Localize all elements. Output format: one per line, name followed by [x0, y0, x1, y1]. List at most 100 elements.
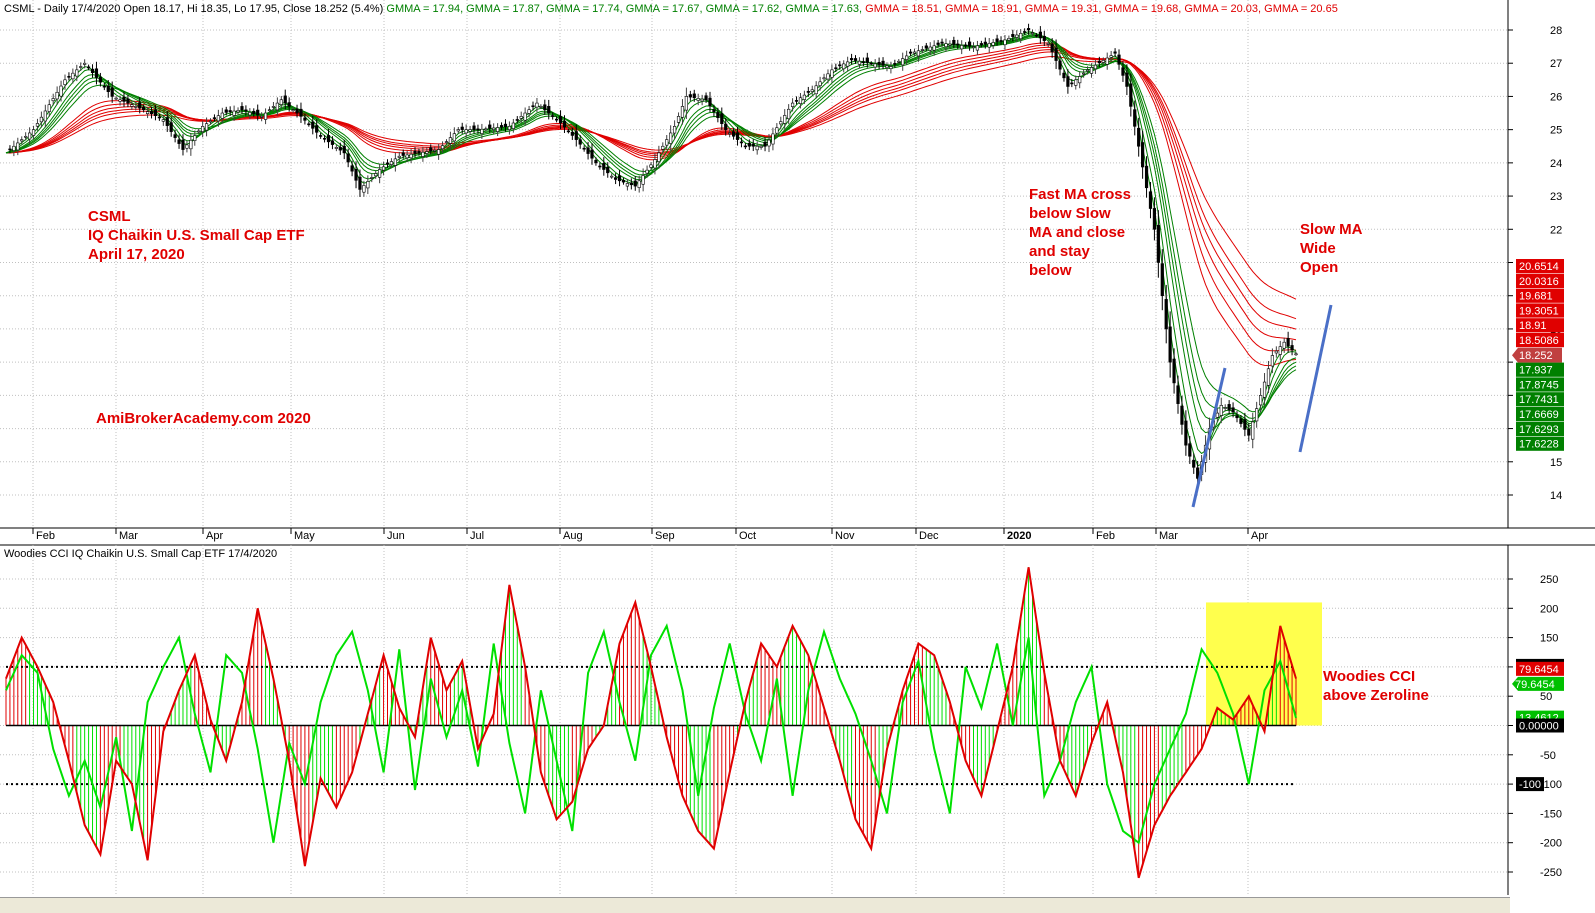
candle-body-282: [1113, 51, 1117, 54]
candle-body-313: [1235, 415, 1239, 419]
candle-body-299: [1180, 405, 1184, 425]
candle-body-15: [63, 79, 67, 85]
candle-body-128: [507, 126, 512, 130]
candle-body-55: [220, 112, 224, 119]
price-tag-bg-1: [1516, 273, 1564, 288]
candle-body-195: [771, 133, 775, 145]
price-x-tick-label-6: Aug: [563, 530, 583, 542]
candle-body-160: [633, 180, 637, 187]
price-x-tick-label-4: Jun: [387, 530, 405, 542]
candle-body-309: [1219, 405, 1223, 416]
price-x-tick-label-3: May: [294, 530, 315, 542]
candle-body-262: [1034, 34, 1039, 37]
cci-y-ticks: -250-200-150-100-50050100150200250: [1508, 574, 1562, 879]
price-pane[interactable]: 14151922232425262728 FebMarAprMayJunJulA…: [0, 0, 1595, 542]
candle-body-254: [1003, 39, 1007, 46]
candle-body-142: [562, 120, 567, 128]
cci-y-tick-label-0: -250: [1540, 867, 1562, 879]
candle-body-259: [1023, 31, 1027, 33]
candle-body-272: [1074, 79, 1078, 86]
cci-line: [5, 567, 1297, 879]
candle-body-136: [539, 106, 543, 108]
fast-ma-annotation: Fast MA cross below Slow MA and close an…: [1029, 186, 1131, 279]
candle-body-7: [31, 129, 36, 136]
price-x-tick-label-0: Feb: [36, 530, 55, 542]
candle-body-253: [999, 40, 1003, 42]
candle-body-17: [71, 72, 75, 80]
candle-body-196: [775, 127, 779, 134]
candle-body-210: [830, 69, 834, 78]
candle-body-78: [311, 121, 315, 129]
candle-body-301: [1188, 443, 1192, 457]
cci-pane[interactable]: -250-200-150-100-50050100150200250 10079…: [0, 545, 1564, 895]
price-x-tick-label-7: Sep: [655, 530, 675, 542]
candle-body-66: [263, 112, 268, 120]
gmma-readout-4: GMMA = 17.62,: [703, 3, 783, 15]
candle-body-138: [547, 106, 551, 114]
candle-body-264: [1042, 35, 1046, 41]
candle-body-295: [1164, 299, 1168, 330]
candle-body-122: [484, 128, 488, 131]
candle-body-102: [405, 154, 409, 159]
candle-body-223: [881, 60, 885, 66]
candle-body-288: [1137, 127, 1141, 147]
candle-body-178: [704, 95, 708, 101]
candle-body-162: [641, 175, 645, 185]
candle-body-89: [354, 168, 358, 181]
price-grid: [0, 0, 1508, 528]
watermark: AmiBrokerAcademy.com 2020: [96, 410, 311, 427]
candle-body-140: [555, 118, 559, 121]
sheet-tabs-bar[interactable]: [0, 897, 1510, 913]
price-x-ticks: Feb Mar Apr May Jun Jul Aug Sep Oct Nov Dec 2020 Feb…: [32, 528, 1268, 542]
candle-body-71: [283, 95, 287, 104]
candle-body-76: [303, 117, 307, 121]
price-y-tick-label-14: 28: [1550, 25, 1562, 37]
candle-body-201: [794, 100, 799, 102]
ticker-line-2: IQ Chaikin U.S. Small Cap ETF: [88, 227, 305, 244]
price-tag-bg-12: [1516, 436, 1564, 451]
candle-body-149: [590, 149, 594, 159]
candle-body-297: [1172, 358, 1176, 384]
cci-y-tick-label-8: 150: [1540, 633, 1558, 645]
cci-highlight-box: [1206, 602, 1322, 726]
candle-body-206: [814, 85, 818, 95]
candle-body-155: [614, 177, 618, 180]
candle-body-98: [389, 161, 394, 165]
candle-body-269: [1062, 72, 1066, 79]
gmma-readout-11: GMMA = 20.65: [1261, 3, 1338, 15]
candle-body-127: [503, 123, 508, 128]
candle-body-283: [1117, 54, 1121, 65]
candle-body-189: [747, 142, 751, 147]
candle-body-5: [24, 135, 28, 138]
price-y-tick-label-0: 14: [1550, 490, 1562, 502]
candle-body-171: [676, 116, 681, 123]
candle-body-150: [594, 159, 598, 164]
candle-body-119: [472, 125, 476, 130]
candle-body-176: [696, 98, 700, 101]
price-tag-bg-3: [1516, 303, 1564, 318]
candle-body-83: [330, 140, 335, 145]
candle-body-224: [885, 65, 889, 68]
cci-y-tick-label-9: 200: [1540, 603, 1558, 615]
gmma-readout-7: GMMA = 18.91,: [942, 3, 1022, 15]
candle-body-266: [1050, 43, 1054, 53]
candle-body-172: [680, 106, 685, 118]
candle-body-312: [1231, 407, 1235, 413]
candle-body-103: [409, 153, 413, 159]
candle-body-152: [602, 163, 606, 170]
candle-body-217: [857, 60, 862, 65]
ticker-annotation: CSML IQ Chaikin U.S. Small Cap ETF April…: [88, 208, 305, 263]
candle-body-117: [464, 129, 468, 134]
candle-body-317: [1251, 421, 1255, 440]
price-tag-bg-9: [1516, 392, 1564, 407]
candle-body-63: [252, 110, 256, 115]
cci-tag-1: 79.6454: [1519, 664, 1559, 676]
candle-body-263: [1038, 31, 1042, 39]
candle-body-179: [708, 97, 712, 107]
candle-body-324: [1278, 346, 1282, 355]
candle-body-121: [480, 128, 484, 134]
candle-body-147: [582, 147, 586, 150]
cci-note-1: Woodies CCI: [1323, 668, 1415, 685]
price-title: CSML - Daily 17/4/2020 Open 18.17, Hi 18…: [4, 3, 1338, 15]
